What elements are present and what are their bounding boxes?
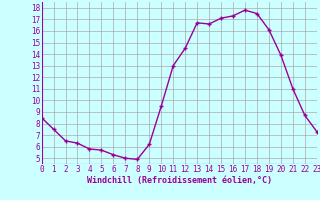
X-axis label: Windchill (Refroidissement éolien,°C): Windchill (Refroidissement éolien,°C)	[87, 176, 272, 185]
